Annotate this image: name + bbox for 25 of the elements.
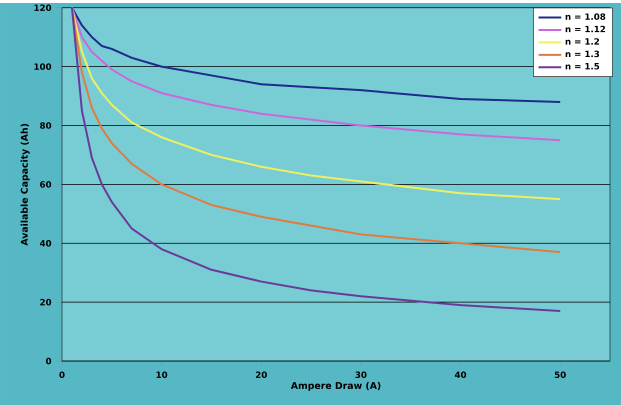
line-series	[70, 8, 562, 312]
line-series	[70, 8, 562, 142]
x-tick-label: 10	[156, 371, 168, 378]
y-tick-label: 20	[40, 298, 52, 306]
y-tick-label: 120	[34, 4, 52, 11]
y-tick-label: 80	[40, 122, 52, 129]
y-tick-label: 100	[34, 63, 52, 70]
x-axis-title: Ampere Draw (A)	[290, 382, 380, 391]
legend-label: n = 1.2	[566, 38, 600, 45]
legend-label: n = 1.5	[566, 63, 600, 70]
x-tick-label: 50	[554, 371, 566, 378]
x-tick-label: 0	[59, 371, 65, 378]
line-series	[70, 8, 562, 254]
y-tick-label: 60	[40, 181, 52, 188]
legend-label: n = 1.12	[566, 26, 606, 32]
line-series	[70, 8, 562, 200]
x-tick-label: 20	[256, 371, 267, 378]
legend-label: n = 1.08	[566, 13, 606, 20]
y-tick-label: 40	[40, 240, 52, 247]
y-axis-title: Available Capacity (Ah)	[20, 124, 30, 246]
x-tick-label: 40	[454, 371, 466, 378]
line-series	[70, 8, 562, 103]
y-tick-label: 0	[46, 358, 52, 364]
x-tick-label: 30	[355, 371, 367, 378]
legend-label: n = 1.3	[566, 50, 600, 58]
